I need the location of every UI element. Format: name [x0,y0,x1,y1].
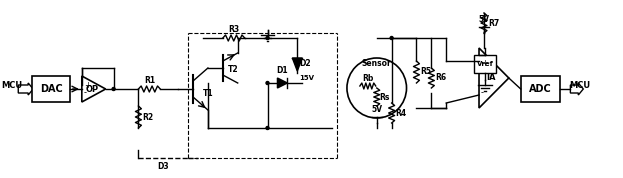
Polygon shape [82,76,106,102]
Text: Rs: Rs [379,93,390,101]
Bar [32,76,70,102]
Text: DAC: DAC [40,84,62,94]
Text: R6: R6 [435,74,447,82]
Text: OP: OP [85,85,98,93]
Circle shape [266,36,269,40]
Polygon shape [292,58,302,71]
Polygon shape [479,48,509,108]
Text: ADC: ADC [529,84,552,94]
Polygon shape [277,78,287,88]
Circle shape [390,36,393,40]
Text: MCU: MCU [2,82,23,90]
Bar [521,76,561,102]
Circle shape [266,82,269,85]
Text: IA: IA [486,74,496,82]
Text: R3: R3 [228,25,239,34]
Text: -: - [84,88,87,98]
Text: 15V: 15V [299,75,314,81]
Circle shape [112,88,115,90]
Text: 5V: 5V [371,105,383,114]
Bar [474,55,496,73]
Text: R7: R7 [488,19,499,27]
Text: +: + [481,59,488,67]
Text: D2: D2 [299,59,311,67]
Text: 5V: 5V [478,15,490,24]
Text: Vref: Vref [477,61,493,67]
Text: R4: R4 [396,109,407,117]
Text: -: - [481,88,484,98]
Text: R1: R1 [144,76,155,85]
Text: Sensor: Sensor [362,59,392,68]
Text: Rb: Rb [362,74,373,83]
Text: D1: D1 [277,66,288,75]
Text: +: + [84,80,91,90]
Circle shape [266,127,269,130]
Text: T2: T2 [228,66,239,75]
Text: MCU: MCU [570,82,591,90]
FancyArrow shape [571,83,583,95]
Circle shape [347,58,407,118]
FancyArrow shape [18,83,33,95]
Text: R5: R5 [421,67,432,77]
Text: D3: D3 [158,162,169,171]
Text: R2: R2 [143,112,153,122]
Text: T1: T1 [203,88,214,98]
